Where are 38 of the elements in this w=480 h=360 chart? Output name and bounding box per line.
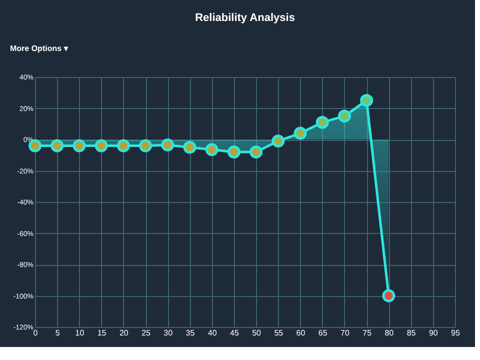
x-tick-label: 30 <box>164 328 174 338</box>
point <box>205 143 218 156</box>
x-tick-label: 65 <box>318 328 328 338</box>
x-tick-label: 85 <box>406 328 416 338</box>
x-tick-label: 40 <box>208 328 218 338</box>
x-tick-label: 55 <box>274 328 284 338</box>
point <box>250 146 263 158</box>
x-tick-label: 95 <box>451 328 460 338</box>
x-tick-label: 70 <box>340 328 350 338</box>
chart-title: Reliability Analysis <box>195 12 295 24</box>
point <box>94 139 108 152</box>
point <box>139 139 152 152</box>
point <box>116 139 130 152</box>
point <box>227 146 240 158</box>
x-tick-label: 80 <box>384 328 394 338</box>
point <box>183 140 196 154</box>
x-tick-label: 5 <box>55 328 60 338</box>
point <box>272 134 285 148</box>
point <box>50 139 64 152</box>
point <box>316 116 329 129</box>
text: More Options ▾ <box>10 44 69 53</box>
x-tick-label: 10 <box>75 328 85 338</box>
x-tick-label: 25 <box>142 328 152 338</box>
x-tick-label: 0 <box>33 328 38 338</box>
x-tick-label: 75 <box>362 328 372 338</box>
x-tick-label: 15 <box>97 328 107 338</box>
point <box>161 138 174 152</box>
point <box>338 110 351 123</box>
point <box>360 94 374 107</box>
x-tick-label: 90 <box>428 328 438 338</box>
point <box>72 139 86 152</box>
x-tick-label: 45 <box>230 328 240 338</box>
point <box>294 126 307 140</box>
x-tick-label: 60 <box>296 328 306 338</box>
point <box>382 289 396 302</box>
x-tick-label: 50 <box>252 328 262 338</box>
x-tick-label: 35 <box>186 328 196 338</box>
x-tick-label: 20 <box>119 328 129 338</box>
